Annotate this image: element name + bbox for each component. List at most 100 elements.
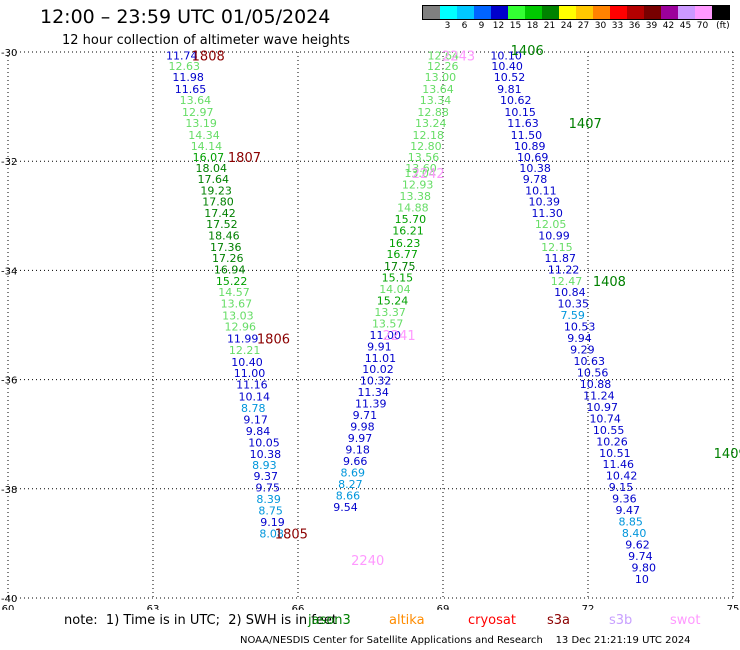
wave-height-label: 10.53 [564,321,596,334]
wave-height-label: 10.97 [587,401,619,414]
wave-height-label: 13.64 [180,94,212,107]
colorbar-cell [593,6,610,19]
wave-height-label: 16.23 [389,237,421,250]
wave-height-label: 10.51 [599,447,631,460]
wave-height-label: 17.75 [384,260,416,273]
colorbar-label: 36 [628,21,641,31]
wave-height-label: 12.93 [402,179,434,192]
wave-height-label: 9.47 [616,504,641,517]
wave-height-label: 8.75 [258,505,283,518]
colorbar-label: 39 [645,21,658,31]
footer-note: note: 1) Time is in UTC; 2) SWH is in fe… [64,613,337,628]
wave-height-label: 13.60 [405,162,437,175]
wave-height-label: 9.80 [632,561,657,574]
wave-height-label: 9.54 [333,501,358,514]
colorbar-cell [576,6,593,19]
wave-height-label: 11.22 [548,263,580,276]
wave-height-label: 11.50 [511,129,542,142]
colorbar-cell [627,6,644,19]
wave-height-label: 10.26 [596,435,628,448]
wave-height-label: 9.91 [367,340,392,353]
pass-time-label: 1808 [192,49,225,64]
y-tick-label: -38 [1,485,17,496]
wave-height-label: 13.38 [400,190,432,203]
wave-height-label: 13.64 [422,83,454,96]
wave-height-label: 12.47 [551,275,583,288]
wave-height-label: 12.97 [182,106,214,119]
colorbar-cell [440,6,457,19]
colorbar-label: 12 [492,21,505,31]
wave-height-label: 9.78 [523,173,548,186]
wave-height-label: 10 [635,573,649,586]
wave-height-label: 15.22 [216,275,248,288]
y-tick-label: -36 [1,376,17,387]
wave-height-label: 12.18 [413,129,445,142]
wave-height-label: 9.17 [243,413,268,426]
wave-height-label: 10.39 [529,196,561,209]
pass-time-label: 1408 [593,275,626,290]
colorbar-unit: (ft) [716,21,730,31]
wave-height-label: 14.34 [188,129,220,142]
wave-height-label: 10.10 [490,49,522,62]
colorbar-cell [695,6,712,19]
wave-height-label: 12.64 [428,49,460,62]
legend-item-s3b: s3b [609,613,633,628]
wave-height-label: 10.38 [519,162,551,175]
x-tick-label: 63 [147,604,160,610]
wave-height-label: 10.40 [491,60,523,73]
colorbar-labels: 3 6 9 12 15 18 21 24 27 30 33 36 39 42 45 70 (ft) [422,21,732,33]
wave-height-label: 8.93 [252,459,276,472]
wave-height-label: 17.64 [197,173,229,186]
wave-height-label: 10.35 [558,298,590,311]
colorbar-cell [508,6,525,19]
wave-height-label: 9.84 [246,425,270,438]
wave-height-label: 9.15 [609,481,634,494]
wave-height-label: 10.74 [589,412,621,425]
wave-height-label: 16.94 [214,263,246,276]
x-tick-label: 66 [292,604,305,610]
y-tick-label: -30 [1,48,17,59]
wave-height-label: 10.63 [574,355,606,368]
wave-height-label: 11.74 [166,49,198,62]
wave-height-label: 8.66 [336,489,361,502]
wave-height-label: 11.00 [370,329,402,342]
wave-height-label: 12.26 [427,60,459,73]
wave-height-label: 13.03 [222,310,254,323]
wave-height-label: 10.42 [606,470,638,483]
satellite-legend: jason3 altika cryosat s3a s3b swot [0,613,740,631]
x-tick-label: 60 [2,604,15,610]
wave-height-label: 18.04 [196,162,228,175]
wave-height-label: 11.65 [175,83,207,96]
wave-height-label: 9.66 [343,455,368,468]
wave-height-label: 12.63 [168,60,200,73]
colorbar-label: 42 [662,21,675,31]
credit-line: NOAA/NESDIS Center for Satellite Applica… [240,635,691,646]
pass-time-label: 1806 [257,333,290,348]
legend-item-cryosat: cryosat [468,613,516,628]
wave-height-label: 19.23 [200,185,232,198]
wave-height-label: 10.89 [514,140,546,153]
colorbar-label: 27 [577,21,590,31]
wave-height-label: 10.02 [362,363,394,376]
wave-height-label: 9.94 [567,332,592,345]
colorbar-label: 45 [679,21,692,31]
wave-height-label: 11.87 [545,252,577,265]
wave-height-label: 9.71 [353,409,378,422]
wave-height-label: 8.40 [622,527,647,540]
x-tick-label: 75 [727,604,740,610]
wave-height-label: 14.88 [397,202,429,215]
wave-height-label: 11.30 [531,207,563,220]
wave-height-label: 10.05 [248,436,280,449]
wave-height-label: 10.52 [494,71,526,84]
colorbar-cell [474,6,491,19]
pass-time-label: 1805 [275,528,308,543]
wave-height-label: 16.77 [386,248,418,261]
legend-item-jason3: jason3 [308,613,351,628]
chart-title: 12:00 – 23:59 UTC 01/05/2024 [40,6,331,28]
colorbar-label: 24 [560,21,573,31]
wave-height-label: 9.81 [497,83,521,96]
wave-height-label: 13.00 [425,71,457,84]
wave-height-label: 11.00 [234,367,266,380]
colorbar-label: 9 [478,21,485,31]
colorbar-label: 6 [461,21,468,31]
